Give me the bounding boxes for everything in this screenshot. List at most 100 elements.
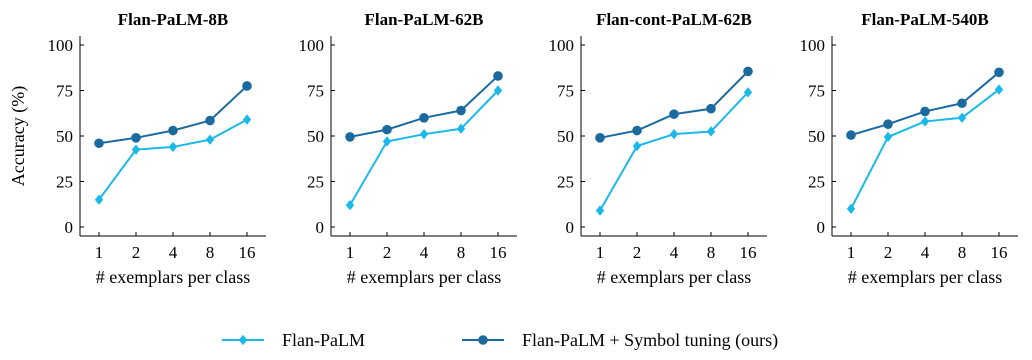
data-point-diamond <box>419 128 429 140</box>
data-point-circle <box>706 103 716 114</box>
y-tick-label: 0 <box>817 218 826 237</box>
data-point-diamond <box>456 123 466 134</box>
x-tick-label: 1 <box>847 243 856 262</box>
y-tick-label: 75 <box>307 82 324 101</box>
panel-title: Flan-PaLM-8B <box>118 10 229 29</box>
x-tick-label: 4 <box>420 243 429 262</box>
data-point-circle <box>883 119 893 129</box>
data-point-diamond <box>168 141 178 153</box>
series-line-symbol-tuning <box>599 70 749 139</box>
y-axis-label: Accuracy (%) <box>8 86 29 186</box>
data-point-diamond <box>920 116 930 127</box>
x-tick-label: 8 <box>958 243 967 262</box>
data-point-diamond <box>382 136 392 147</box>
data-point-diamond <box>957 112 967 123</box>
data-point-diamond <box>595 205 605 216</box>
data-point-diamond <box>94 194 104 205</box>
data-point-circle <box>419 113 429 123</box>
legend-label: Flan-PaLM + Symbol tuning (ours) <box>522 330 778 351</box>
x-axis-label: # exemplars per class <box>848 267 1002 287</box>
series-line-symbol-tuning <box>349 75 499 138</box>
y-tick-label: 100 <box>299 36 325 55</box>
panel-title: Flan-PaLM-540B <box>861 10 989 29</box>
data-point-circle <box>994 67 1004 78</box>
legend-marker-diamond <box>238 334 248 346</box>
panel-title: Flan-PaLM-62B <box>365 10 484 29</box>
x-tick-label: 2 <box>633 243 642 262</box>
y-tick-label: 25 <box>307 173 324 192</box>
x-axis-label: # exemplars per class <box>597 267 751 287</box>
x-tick-label: 16 <box>239 243 256 262</box>
data-point-diamond <box>345 199 355 211</box>
data-point-circle <box>920 106 930 117</box>
y-tick-label: 100 <box>48 36 74 55</box>
data-point-circle <box>205 115 215 126</box>
y-tick-label: 100 <box>549 36 575 55</box>
panel-3: Flan-cont-PaLM-62B 0 25 50 75 100 1 2 4 8 16 # exem… <box>549 10 767 287</box>
x-axis-label: # exemplars per class <box>347 267 501 287</box>
data-point-diamond <box>846 203 856 214</box>
legend-item-2: Flan-PaLM + Symbol tuning (ours) <box>462 330 778 351</box>
legend-label: Flan-PaLM <box>282 330 365 350</box>
x-axis-label: # exemplars per class <box>96 267 250 287</box>
data-point-diamond <box>493 85 503 96</box>
data-point-diamond <box>205 134 215 145</box>
y-tick-label: 50 <box>557 127 574 146</box>
x-tick-label: 16 <box>490 243 507 262</box>
data-point-diamond <box>743 87 753 98</box>
data-point-circle <box>743 66 753 77</box>
panel-title: Flan-cont-PaLM-62B <box>596 10 752 29</box>
y-tick-label: 0 <box>566 218 575 237</box>
data-point-circle <box>168 125 178 136</box>
data-point-circle <box>382 124 392 135</box>
x-tick-label: 16 <box>740 243 757 262</box>
y-tick-label: 50 <box>307 127 324 146</box>
data-point-circle <box>345 132 355 142</box>
data-point-diamond <box>242 114 252 125</box>
legend-marker-circle <box>478 335 488 345</box>
data-point-diamond <box>994 84 1004 95</box>
data-point-diamond <box>706 126 716 137</box>
legend: Flan-PaLM Flan-PaLM + Symbol tuning (ours… <box>222 330 778 351</box>
data-point-diamond <box>669 128 679 140</box>
y-tick-label: 50 <box>56 127 73 146</box>
series-line-flan-palm <box>349 89 499 206</box>
y-tick-label: 100 <box>800 36 826 55</box>
y-tick-label: 50 <box>808 127 825 146</box>
y-tick-label: 75 <box>557 82 574 101</box>
data-point-circle <box>94 138 104 149</box>
x-tick-label: 16 <box>991 243 1008 262</box>
y-tick-label: 25 <box>557 173 574 192</box>
x-tick-label: 8 <box>707 243 716 262</box>
x-tick-label: 2 <box>132 243 141 262</box>
data-point-circle <box>632 125 642 136</box>
x-tick-label: 4 <box>169 243 178 262</box>
x-tick-label: 8 <box>206 243 215 262</box>
data-point-circle <box>595 133 605 143</box>
data-point-circle <box>669 109 679 119</box>
panel-2: Flan-PaLM-62B 0 25 50 75 100 1 2 4 8 16 # exemplars… <box>299 10 517 287</box>
x-tick-label: 1 <box>596 243 605 262</box>
y-tick-label: 25 <box>56 173 73 192</box>
data-point-circle <box>242 81 252 91</box>
y-tick-label: 0 <box>316 218 325 237</box>
x-tick-label: 1 <box>346 243 355 262</box>
x-tick-label: 8 <box>457 243 466 262</box>
x-tick-label: 4 <box>921 243 930 262</box>
data-point-circle <box>846 130 856 140</box>
y-tick-label: 0 <box>65 218 74 237</box>
data-point-circle <box>131 133 141 143</box>
data-point-diamond <box>632 140 642 152</box>
y-tick-label: 25 <box>808 173 825 192</box>
data-point-diamond <box>131 144 141 155</box>
y-tick-label: 75 <box>808 82 825 101</box>
panel-4: Flan-PaLM-540B 0 25 50 75 100 1 2 4 8 16 # exemplar… <box>800 10 1018 287</box>
data-point-circle <box>957 98 967 109</box>
y-tick-label: 75 <box>56 82 73 101</box>
data-point-diamond <box>883 131 893 143</box>
data-point-circle <box>456 105 466 116</box>
x-tick-label: 2 <box>884 243 893 262</box>
x-tick-label: 4 <box>670 243 679 262</box>
